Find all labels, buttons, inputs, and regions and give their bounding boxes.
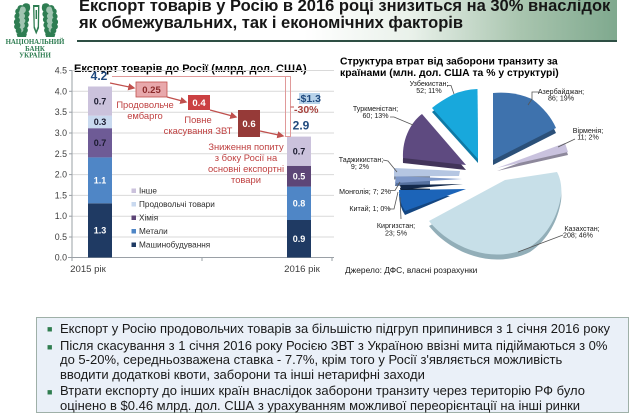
svg-text:Джерело: ДФС, власні розрахунк: Джерело: ДФС, власні розрахунки [345,265,478,275]
svg-text:Киргизстан;: Киргизстан; [377,222,415,230]
svg-text:Монголія; 7; 2%: Монголія; 7; 2% [339,188,391,196]
svg-text:Продовольчі товари: Продовольчі товари [139,200,215,209]
svg-text:3.0: 3.0 [55,128,67,138]
svg-text:0.25: 0.25 [142,85,161,96]
svg-text:Інше: Інше [139,187,157,196]
svg-text:ембарго: ембарго [127,110,163,121]
svg-text:УКРАЇНИ: УКРАЇНИ [19,53,51,60]
svg-text:4.2: 4.2 [91,69,108,83]
svg-text:Туркменістан;: Туркменістан; [353,105,398,113]
svg-text:Повне: Повне [184,114,211,125]
svg-text:1.0: 1.0 [55,211,67,221]
svg-text:-$1.3: -$1.3 [297,93,321,105]
svg-text:1.3: 1.3 [94,226,107,236]
svg-text:0.3: 0.3 [94,117,107,127]
svg-text:Експорт товарів до Росії (млрд: Експорт товарів до Росії (млрд. дол. США… [74,63,307,75]
svg-text:0.5: 0.5 [55,232,67,242]
svg-text:0.5: 0.5 [293,171,306,181]
svg-text:основні експортні: основні експортні [208,163,284,174]
svg-text:0.0: 0.0 [55,253,67,263]
svg-text:1.1: 1.1 [94,176,107,186]
svg-text:52; 11%: 52; 11% [416,87,442,95]
svg-text:з боку Росії на: з боку Росії на [215,152,278,163]
svg-text:208; 46%: 208; 46% [563,232,594,240]
svg-text:23; 5%: 23; 5% [385,230,408,238]
svg-text:БАНК: БАНК [25,46,45,53]
svg-text:товари: товари [231,174,261,185]
svg-text:86; 19%: 86; 19% [548,95,575,103]
svg-text:Китай; 1; 0%: Китай; 1; 0% [349,205,391,213]
svg-text:2.9: 2.9 [293,119,310,133]
svg-text:Вірменія;: Вірменія; [573,127,603,135]
svg-text:Структура втрат від заборони т: Структура втрат від заборони транзиту за [340,56,558,68]
svg-text:Узбекистан;: Узбекистан; [410,80,449,88]
svg-text:-30%: -30% [294,104,319,116]
svg-text:Хімія: Хімія [139,214,158,223]
svg-text:2015 рік: 2015 рік [70,264,106,275]
svg-text:4.0: 4.0 [55,86,67,96]
svg-text:Азербайджан;: Азербайджан; [538,88,584,96]
svg-text:Машинобудування: Машинобудування [139,241,210,250]
svg-text:Казахстан;: Казахстан; [564,225,599,233]
svg-text:Метали: Метали [139,227,168,236]
svg-text:0.8: 0.8 [293,199,306,209]
svg-text:0.7: 0.7 [94,138,107,148]
svg-text:1.5: 1.5 [55,190,67,200]
svg-text:скасування ЗВТ: скасування ЗВТ [164,125,233,136]
svg-text:НАЦІОНАЛЬНИЙ: НАЦІОНАЛЬНИЙ [6,38,65,46]
svg-text:Таджикистан;: Таджикистан; [339,156,383,164]
svg-text:3.5: 3.5 [55,107,67,117]
svg-text:11; 2%: 11; 2% [577,134,599,142]
svg-text:Продовольче: Продовольче [116,99,173,110]
svg-text:0.7: 0.7 [293,146,306,156]
svg-text:0.6: 0.6 [242,119,255,130]
svg-text:60; 13%: 60; 13% [362,112,389,120]
svg-text:0.7: 0.7 [94,96,107,106]
svg-text:2016 рік: 2016 рік [284,264,320,275]
svg-text:2.5: 2.5 [55,149,67,159]
svg-text:9; 2%: 9; 2% [351,163,370,171]
svg-text:2.0: 2.0 [55,170,67,180]
svg-text:0.9: 0.9 [293,234,306,244]
svg-text:країнами (млн. дол. США та % у: країнами (млн. дол. США та % у структурі… [340,68,559,79]
svg-text:4.5: 4.5 [55,66,67,76]
svg-text:0.4: 0.4 [192,98,206,109]
svg-text:Зниження попиту: Зниження попиту [208,141,284,152]
